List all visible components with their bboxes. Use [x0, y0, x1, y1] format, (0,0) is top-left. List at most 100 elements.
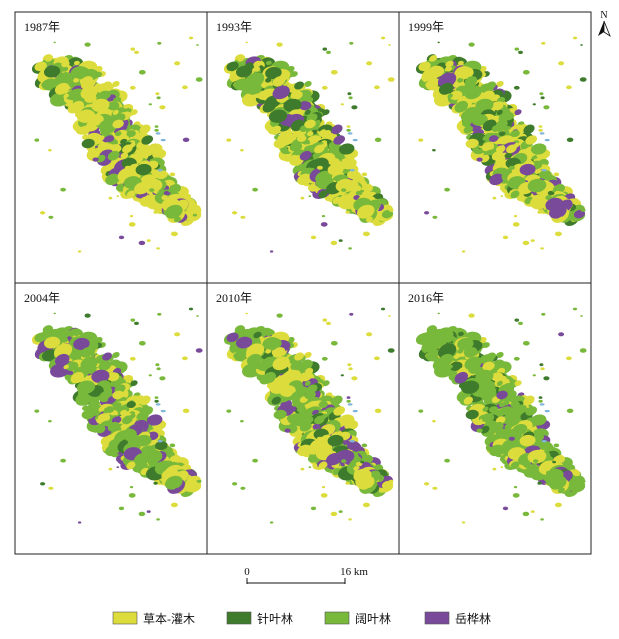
land-cover-fragment — [40, 482, 46, 486]
land-cover-fragment — [149, 459, 155, 463]
land-cover-fragment — [170, 502, 178, 508]
land-cover-fragment — [129, 356, 136, 361]
land-cover-fragment — [437, 312, 440, 315]
land-cover-fragment — [252, 187, 258, 192]
land-cover-fragment — [522, 70, 530, 75]
land-cover-fragment — [513, 85, 520, 90]
water-patch — [541, 169, 547, 172]
land-cover-patch — [45, 55, 54, 62]
land-cover-fragment — [463, 344, 470, 349]
land-cover-patch — [283, 98, 302, 112]
land-cover-fragment — [300, 196, 305, 200]
land-cover-fragment — [340, 374, 344, 377]
land-cover-fragment — [537, 210, 542, 214]
water-patch — [544, 409, 550, 413]
land-cover-fragment — [514, 318, 520, 322]
land-cover-fragment — [53, 41, 56, 44]
land-cover-patch — [318, 130, 328, 138]
land-cover-fragment — [326, 50, 331, 55]
panel-year-label: 1999年 — [408, 20, 444, 34]
land-cover-fragment — [95, 145, 98, 148]
land-cover-patch — [79, 125, 89, 134]
land-cover-fragment — [138, 240, 146, 246]
land-cover-fragment — [196, 315, 199, 317]
land-cover-fragment — [345, 210, 350, 214]
land-cover-fragment — [374, 356, 380, 361]
land-cover-fragment — [374, 137, 382, 142]
land-cover-fragment — [320, 222, 328, 227]
land-cover-patch — [98, 90, 111, 100]
water-patch — [349, 440, 355, 443]
land-cover-fragment — [154, 125, 159, 128]
land-cover-fragment — [361, 443, 368, 448]
land-cover-fragment — [374, 85, 380, 90]
land-cover-fragment — [287, 416, 290, 419]
land-cover-fragment — [138, 511, 146, 517]
land-cover-fragment — [153, 481, 158, 485]
land-cover-fragment — [134, 50, 139, 55]
land-cover-fragment — [157, 312, 162, 316]
land-cover-patch — [299, 150, 312, 161]
land-cover-fragment — [240, 215, 246, 219]
land-cover-fragment — [156, 247, 160, 250]
land-cover-fragment — [195, 348, 203, 353]
water-patch — [160, 138, 166, 142]
land-cover-patch — [294, 81, 305, 90]
land-cover-fragment — [330, 511, 338, 517]
land-cover-patch — [262, 100, 276, 113]
land-cover-patch — [112, 81, 120, 87]
land-cover-fragment — [156, 96, 161, 100]
land-cover-fragment — [346, 125, 351, 128]
land-cover-patch — [107, 150, 120, 161]
land-cover-fragment — [196, 44, 199, 46]
land-cover-fragment — [174, 332, 181, 337]
land-cover-fragment — [347, 363, 352, 367]
land-cover-fragment — [341, 459, 347, 463]
legend-label: 针叶林 — [257, 611, 293, 626]
land-cover-patch — [129, 142, 136, 148]
land-cover-fragment — [366, 61, 373, 66]
land-cover-fragment — [432, 420, 436, 423]
land-cover-fragment — [360, 189, 364, 193]
land-cover-fragment — [310, 235, 317, 240]
land-cover-patches — [223, 36, 395, 253]
legend-swatch — [112, 611, 138, 625]
land-cover-fragment — [346, 128, 351, 132]
land-cover-fragment — [532, 374, 536, 377]
land-cover-fragment — [330, 341, 338, 346]
legend-swatch — [424, 611, 450, 625]
land-cover-fragment — [320, 493, 328, 498]
land-cover-fragment — [321, 486, 326, 489]
land-cover-fragment — [130, 318, 136, 322]
land-cover-fragment — [321, 215, 326, 218]
land-cover-patch — [112, 109, 119, 116]
land-cover-fragment — [513, 356, 520, 361]
land-cover-fragment — [92, 157, 99, 162]
land-cover-patch — [155, 170, 168, 180]
land-cover-patch — [63, 93, 69, 99]
land-cover-fragment — [149, 188, 155, 192]
land-cover-fragment — [380, 36, 386, 40]
legend-label: 岳桦林 — [455, 611, 491, 626]
land-cover-fragment — [92, 428, 99, 433]
water-patch — [544, 138, 550, 142]
water-patch — [349, 169, 355, 172]
land-cover-patch — [139, 124, 151, 135]
land-cover-patch — [296, 135, 307, 142]
land-cover-patch — [246, 82, 262, 95]
land-cover-fragment — [538, 125, 543, 128]
land-cover-fragment — [502, 235, 509, 240]
map-panel: 1993年 — [206, 11, 400, 284]
land-cover-fragment — [566, 408, 574, 413]
land-cover-patches — [31, 36, 203, 253]
land-cover-fragment — [321, 85, 328, 90]
land-cover-patch — [333, 135, 346, 145]
water-patch — [155, 403, 161, 406]
land-cover-patch — [312, 152, 321, 159]
land-cover-fragment — [284, 157, 291, 162]
land-cover-fragment — [388, 479, 394, 483]
scale-start-label: 0 — [244, 566, 250, 578]
land-cover-fragment — [182, 356, 188, 361]
map-panel: 1999年 — [398, 11, 592, 284]
